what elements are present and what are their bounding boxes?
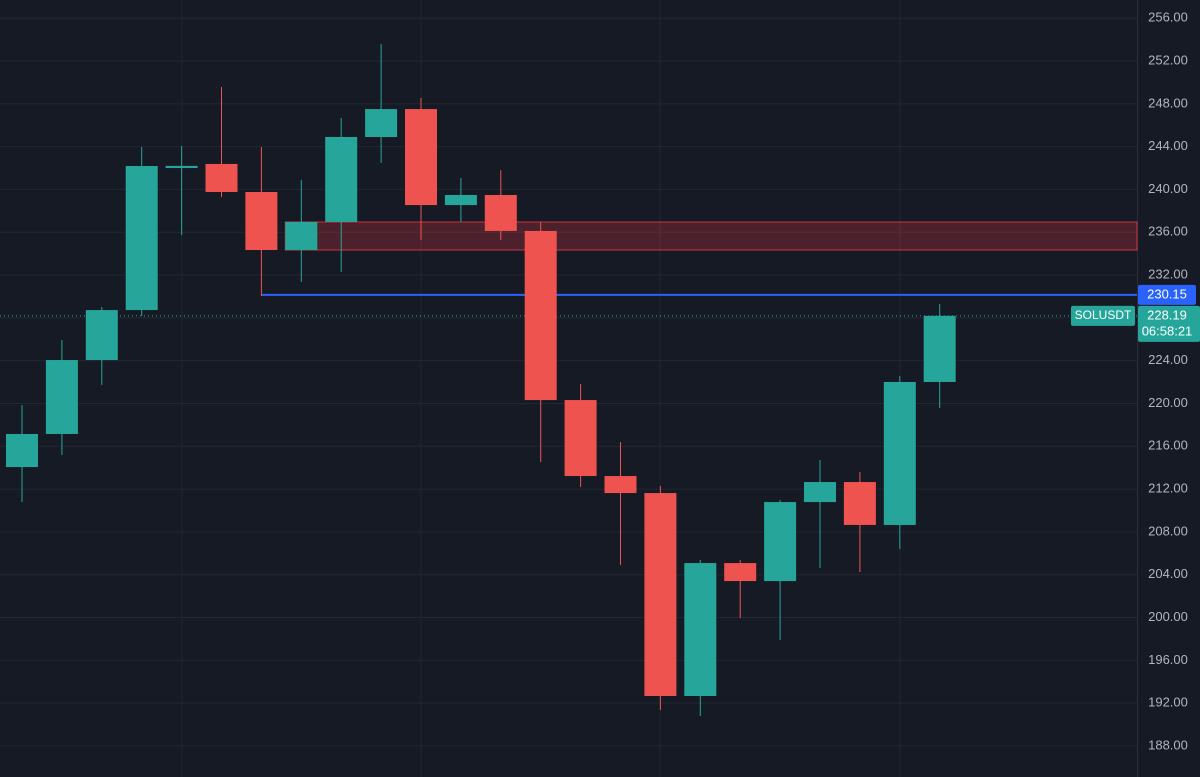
y-tick-label: 240.00 — [1148, 181, 1188, 196]
candle-body — [325, 136, 358, 222]
y-tick-label: 244.00 — [1148, 138, 1188, 153]
candle-body — [85, 310, 118, 361]
symbol-label: SOLUSDT — [1075, 308, 1132, 322]
candle-body — [285, 221, 318, 251]
y-tick-label: 248.00 — [1148, 95, 1188, 110]
candle-body — [564, 400, 597, 477]
candle-body — [45, 360, 78, 434]
y-tick-label: 196.00 — [1148, 652, 1188, 667]
level-label: 230.15 — [1147, 286, 1187, 301]
candle-body — [245, 192, 278, 251]
y-tick-label: 204.00 — [1148, 566, 1188, 581]
y-tick-label: 236.00 — [1148, 224, 1188, 239]
y-tick-label: 252.00 — [1148, 52, 1188, 67]
candle-body — [684, 563, 717, 696]
candle-body — [125, 165, 158, 311]
y-tick-label: 208.00 — [1148, 523, 1188, 538]
y-tick-label: 220.00 — [1148, 395, 1188, 410]
zone — [284, 221, 1138, 251]
y-tick-label: 188.00 — [1148, 737, 1188, 752]
candle-body — [923, 315, 956, 382]
candle-body — [205, 163, 238, 193]
candle-body — [644, 493, 677, 696]
candle-body — [365, 109, 398, 137]
y-tick-label: 256.00 — [1148, 10, 1188, 25]
candle-body — [165, 165, 198, 169]
candle-body — [405, 109, 437, 206]
candle-body — [6, 433, 38, 468]
y-tick-label: 192.00 — [1148, 695, 1188, 710]
candle-body — [764, 502, 797, 582]
candle-body — [883, 381, 916, 525]
candle-body — [724, 563, 757, 582]
candle-body — [524, 230, 557, 401]
price-label-box — [1138, 305, 1200, 342]
candle-body — [484, 194, 517, 231]
price-label: 228.19 — [1147, 307, 1187, 322]
candle-body — [444, 194, 477, 206]
candle-body — [604, 476, 637, 494]
y-tick-label: 212.00 — [1148, 481, 1188, 496]
symbol-box — [1071, 305, 1135, 326]
y-tick-label: 224.00 — [1148, 352, 1188, 367]
candle-body — [804, 482, 836, 503]
countdown: 06:58:21 — [1142, 323, 1193, 338]
y-tick-label: 216.00 — [1148, 438, 1188, 453]
y-tick-label: 232.00 — [1148, 266, 1188, 281]
y-tick-label: 200.00 — [1148, 609, 1188, 624]
candle-body — [843, 482, 876, 525]
level-label-box — [1138, 284, 1196, 305]
